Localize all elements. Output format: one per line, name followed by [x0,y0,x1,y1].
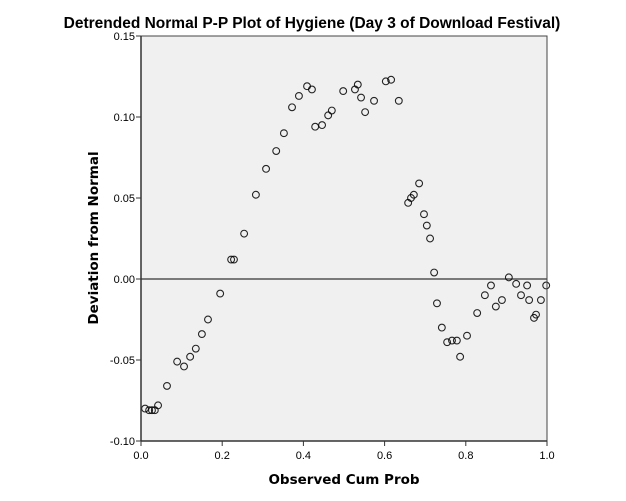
data-point [491,302,500,311]
y-tick-label: 0.10 [114,112,135,124]
y-tick-label: 0.00 [114,274,135,286]
data-point [227,255,236,264]
data-point [387,75,396,84]
data-point [422,221,431,230]
data-point [463,331,471,340]
x-tick-label: 1.0 [539,450,554,462]
y-tick-label: 0.05 [114,193,135,205]
data-point [163,381,171,390]
data-points [141,75,551,415]
data-point [480,291,489,300]
data-point [279,129,288,138]
data-point [420,210,428,219]
y-axis: 0.15 0.10 0.05 0.00 -0.05 -0.10 [110,31,142,448]
data-point [230,255,238,264]
data-point [148,406,156,415]
data-point [216,289,225,298]
data-point [307,85,316,94]
data-point [487,281,495,290]
data-point [357,93,366,102]
data-point [525,296,534,305]
data-point [448,336,456,345]
data-point [154,401,163,410]
data-point [523,281,532,290]
data-point [473,309,482,317]
data-point [180,362,188,371]
data-point [409,190,418,199]
data-point [272,147,281,155]
data-point [240,229,249,238]
data-point [394,96,403,105]
data-point [145,406,154,415]
y-tick-label: -0.10 [110,436,135,448]
x-tick-label: 0.6 [377,450,392,462]
data-point [381,77,390,86]
data-point [197,330,206,339]
x-tick-label: 0.4 [296,450,311,462]
data-point [339,87,348,96]
data-point [294,91,303,100]
data-point [536,296,545,305]
data-point [186,352,195,361]
data-point [512,279,521,288]
y-tick-label: 0.15 [114,31,135,43]
y-tick-label: -0.05 [110,355,135,367]
data-point [430,268,439,277]
data-point [443,338,452,347]
x-tick-label: 0.0 [133,450,148,462]
x-axis-label: Observed Cum Prob [268,472,419,488]
chart-title: Detrended Normal P-P Plot of Hygiene (Da… [64,15,561,32]
data-point [415,179,424,188]
data-point [318,121,327,130]
data-point [361,108,370,117]
data-point [288,103,296,112]
data-point [370,96,378,105]
data-point [504,273,513,282]
x-axis: 0.0 0.2 0.4 0.6 0.8 1.0 [133,440,555,462]
data-point [517,291,525,300]
plot-area [141,36,547,441]
data-point [353,80,362,89]
data-point [191,344,200,353]
data-point [327,106,336,115]
data-point [532,310,540,319]
x-tick-label: 0.2 [215,450,230,462]
data-point [251,190,260,199]
data-point [542,281,551,290]
data-point [262,164,270,173]
data-point [173,357,182,366]
data-point [433,299,441,308]
data-point [204,315,212,324]
data-point [452,336,461,345]
data-point [437,323,446,332]
data-point [426,234,435,243]
data-point [456,352,465,361]
y-axis-label: Deviation from Normal [86,151,102,324]
x-tick-label: 0.8 [458,450,473,462]
data-point [497,296,506,305]
